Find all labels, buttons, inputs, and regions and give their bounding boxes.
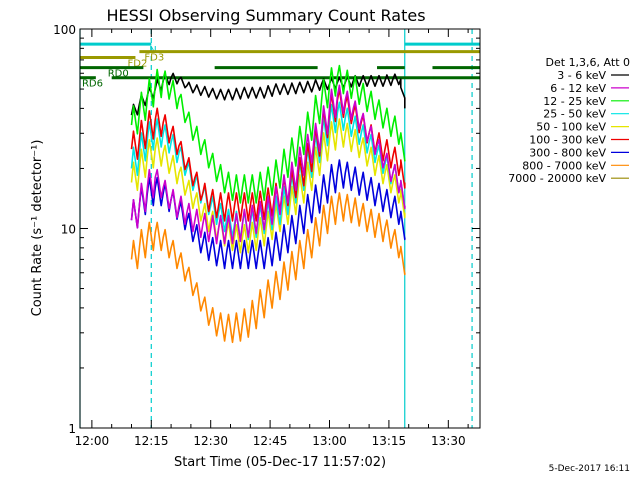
legend-label-3: 25 - 50 keV — [543, 108, 606, 121]
footer-date: 5-Dec-2017 16:11 — [548, 464, 630, 474]
x-tick-label-2: 12:30 — [193, 434, 228, 448]
x-tick-label-3: 12:45 — [253, 434, 288, 448]
y-tick-label-0: 1 — [68, 422, 76, 436]
legend-label-4: 50 - 100 keV — [536, 121, 606, 134]
series-line-4 — [130, 118, 406, 254]
flag-label-fd2: FD2 — [128, 58, 148, 69]
y-tick-label-2: 100 — [53, 23, 76, 37]
x-axis-label: Start Time (05-Dec-17 11:57:02) — [174, 455, 386, 470]
x-tick-label-5: 13:15 — [372, 434, 407, 448]
x-tick-label-1: 12:15 — [134, 434, 169, 448]
legend-label-1: 6 - 12 keV — [550, 82, 606, 95]
legend-label-8: 7000 - 20000 keV — [508, 172, 606, 185]
x-tick-label-4: 13:00 — [312, 434, 347, 448]
series-line-1 — [130, 84, 406, 245]
legend-label-2: 12 - 25 keV — [543, 95, 606, 108]
legend-label-5: 100 - 300 keV — [529, 134, 606, 147]
legend-label-0: 3 - 6 keV — [557, 69, 606, 82]
series-line-2 — [130, 64, 406, 204]
plot-area: NFD2FD3RD0RD612:0012:1512:3012:4513:0013… — [53, 23, 481, 448]
series-line-0 — [130, 72, 406, 116]
series-line-7 — [130, 192, 406, 344]
y-tick-label-1: 10 — [61, 223, 76, 237]
x-tick-label-0: 12:00 — [75, 434, 110, 448]
x-tick-label-6: 13:30 — [431, 434, 466, 448]
flag-label-rd0: RD0 — [108, 69, 129, 80]
y-axis-label: Count Rate (s⁻¹ detector⁻¹) — [30, 140, 45, 317]
flag-label-rd6: RD6 — [82, 79, 103, 90]
legend-label-6: 300 - 800 keV — [529, 146, 606, 159]
chart-title: HESSI Observing Summary Count Rates — [106, 6, 425, 25]
legend-title: Det 1,3,6, Att 0 — [546, 56, 630, 69]
legend-label-7: 800 - 7000 keV — [522, 159, 606, 172]
flag-label-fd3: FD3 — [144, 53, 164, 64]
